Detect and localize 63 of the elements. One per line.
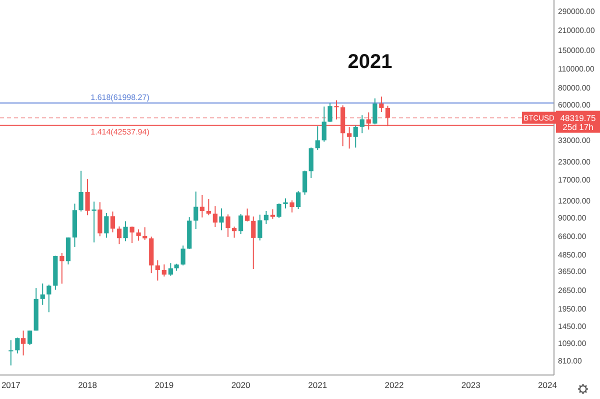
candlestick bbox=[258, 214, 262, 241]
candlestick bbox=[308, 147, 314, 178]
candlestick bbox=[360, 114, 364, 134]
candlestick bbox=[46, 284, 52, 313]
candlestick bbox=[244, 208, 250, 222]
candlestick bbox=[60, 252, 64, 284]
candlestick bbox=[238, 214, 244, 234]
x-tick-label: 2023 bbox=[461, 380, 481, 390]
candlestick bbox=[104, 212, 109, 238]
candlestick bbox=[379, 96, 384, 113]
x-tick-label: 2020 bbox=[231, 380, 251, 390]
x-tick-label: 2017 bbox=[1, 380, 21, 390]
candlestick bbox=[322, 106, 326, 142]
candlestick bbox=[123, 220, 128, 242]
candlestick bbox=[155, 260, 160, 282]
candlestick bbox=[40, 283, 45, 306]
ref-line-label: 1.618(61998.27) bbox=[90, 92, 150, 102]
candlestick bbox=[66, 236, 71, 265]
candlestick bbox=[200, 194, 204, 218]
ref-line-label: 1.414(42537.94) bbox=[90, 127, 150, 136]
candlestick bbox=[251, 216, 256, 270]
candlestick bbox=[232, 226, 237, 238]
candlestick bbox=[142, 226, 148, 240]
candlestick bbox=[219, 208, 224, 231]
candlestick bbox=[85, 178, 90, 216]
candlestick bbox=[315, 126, 320, 150]
candlestick bbox=[168, 262, 173, 276]
candlestick bbox=[8, 340, 14, 366]
candlestick bbox=[353, 125, 358, 148]
candlestick bbox=[328, 102, 332, 123]
candlestick bbox=[264, 210, 268, 224]
candlestick bbox=[21, 330, 26, 356]
candlestick bbox=[283, 198, 288, 209]
candlestick bbox=[98, 202, 102, 237]
candlestick bbox=[180, 245, 186, 266]
text: 2021 bbox=[348, 51, 392, 73]
candlestick bbox=[130, 226, 134, 244]
candlestick bbox=[226, 214, 230, 238]
candlestick bbox=[92, 201, 96, 243]
candlestick bbox=[270, 208, 275, 220]
ref-line-label: 48319.75 bbox=[560, 112, 596, 123]
candlestick bbox=[78, 170, 84, 212]
candlestick bbox=[334, 100, 339, 120]
candlestick bbox=[296, 190, 301, 210]
candlestick bbox=[212, 206, 218, 228]
candlestick bbox=[302, 170, 308, 196]
x-tick-label: 2021 bbox=[308, 380, 328, 390]
candlestick bbox=[116, 226, 122, 245]
candlestick bbox=[372, 98, 378, 125]
candlestick bbox=[290, 200, 294, 213]
x-tick-label: 2024 bbox=[538, 380, 558, 390]
candlestick bbox=[15, 337, 20, 354]
x-tick-label: 2018 bbox=[78, 380, 98, 390]
x-tick-label: 2022 bbox=[384, 380, 404, 390]
candlestick bbox=[162, 264, 166, 278]
x-tick-label: 2019 bbox=[154, 380, 174, 390]
text: 25d 17h bbox=[562, 122, 594, 132]
candlestick bbox=[276, 202, 282, 218]
candlestick bbox=[194, 191, 198, 230]
candlestick bbox=[136, 228, 141, 242]
candlestick bbox=[206, 198, 211, 216]
candlestick bbox=[110, 211, 116, 233]
candlestick bbox=[28, 330, 32, 346]
